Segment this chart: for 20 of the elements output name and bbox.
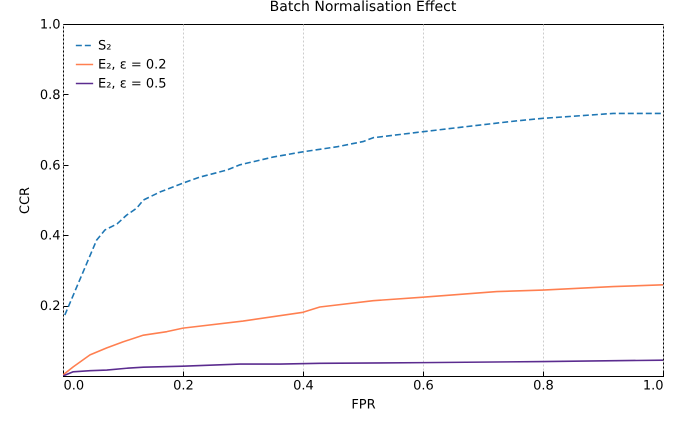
y-tick-label: 0.8 <box>40 88 60 103</box>
x-tick-label: 1.0 <box>642 378 664 394</box>
x-tick-label: 0.6 <box>413 378 434 394</box>
x-tick-label: 0.0 <box>64 378 84 394</box>
x-tick-label: 0.4 <box>293 378 314 394</box>
x-tick-label: 0.8 <box>533 378 554 394</box>
line-series <box>64 112 663 316</box>
line-series <box>63 359 663 376</box>
x-tick-label: 0.2 <box>173 378 194 394</box>
legend-label: E₂, ε = 0.5 <box>98 76 167 92</box>
chart-title: Batch Normalisation Effect <box>270 0 457 15</box>
y-axis-title: CCR <box>18 186 33 214</box>
x-axis-title: FPR <box>351 398 376 412</box>
y-tick-label: 0.4 <box>40 228 60 244</box>
legend-label: S₂ <box>98 38 112 54</box>
y-tick-label: 1.0 <box>40 18 60 32</box>
legend-label: E₂, ε = 0.2 <box>98 58 167 72</box>
line-series <box>63 284 663 376</box>
y-tick-label: 0.6 <box>40 158 60 174</box>
y-tick-label: 0.2 <box>40 299 60 314</box>
